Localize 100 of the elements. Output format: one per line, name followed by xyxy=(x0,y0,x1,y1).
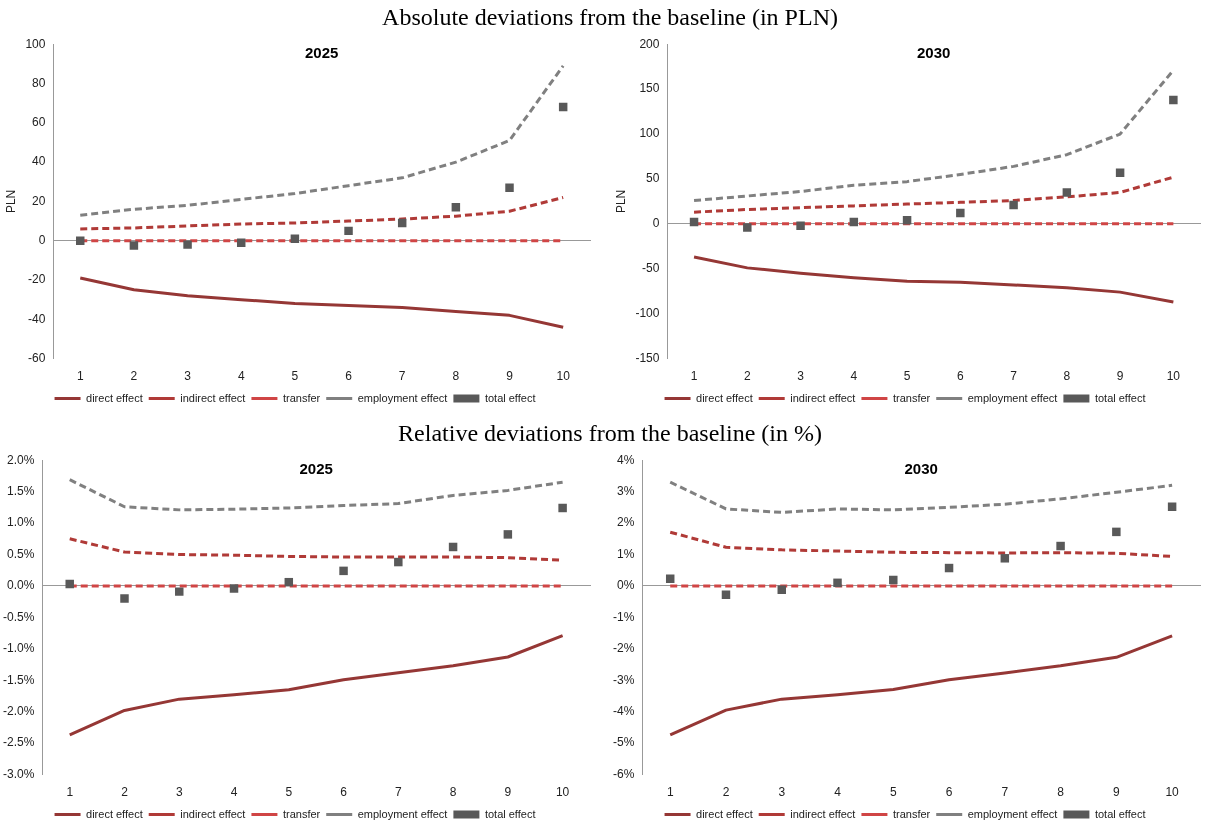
y-tick-label: -150 xyxy=(635,350,660,365)
point xyxy=(505,183,514,192)
x-tick-label: 6 xyxy=(340,785,348,800)
point xyxy=(1056,541,1065,551)
x-tick-label: 2 xyxy=(722,785,730,800)
y-tick-label: 150 xyxy=(639,81,660,96)
legend-label: indirect effect xyxy=(790,807,856,820)
y-tick-label: -50 xyxy=(642,261,660,276)
y-tick-label: -60 xyxy=(28,350,46,365)
point xyxy=(956,208,965,218)
x-tick-label: 2 xyxy=(121,785,129,800)
y-tick-label: -1.0% xyxy=(2,641,35,656)
x-tick-label: 7 xyxy=(1001,785,1009,800)
y-tick-label: 1.5% xyxy=(6,483,35,498)
x-tick-label: 2 xyxy=(130,369,138,384)
legend-label: employment effect xyxy=(357,391,448,404)
legend-label: indirect effect xyxy=(180,807,246,820)
y-tick-label: -5% xyxy=(613,735,635,750)
legend-label: transfer xyxy=(892,391,931,404)
y-tick-label: 0 xyxy=(652,216,660,231)
point xyxy=(290,234,300,243)
point xyxy=(183,240,192,249)
y-tick-label: -6% xyxy=(613,766,635,781)
point xyxy=(76,236,85,245)
legend-label: total effect xyxy=(484,807,536,820)
legend-label: employment effect xyxy=(967,391,1058,404)
x-tick-label: 4 xyxy=(850,369,858,384)
point xyxy=(777,585,786,594)
y-tick-label: -3% xyxy=(613,672,635,687)
point xyxy=(451,203,461,212)
y-tick-label: -2.0% xyxy=(2,704,35,719)
x-tick-label: 7 xyxy=(394,785,402,800)
x-tick-label: 10 xyxy=(556,369,571,384)
y-tick-label: -4% xyxy=(613,704,635,719)
x-tick-label: 5 xyxy=(291,369,299,384)
point xyxy=(129,241,139,250)
x-tick-label: 7 xyxy=(1010,369,1018,384)
x-tick-label: 5 xyxy=(903,369,911,384)
legend-label: total effect xyxy=(484,391,536,404)
y-tick-label: -2% xyxy=(613,641,635,656)
point xyxy=(665,574,675,583)
legend-label: direct effect xyxy=(696,807,753,820)
line-series xyxy=(68,478,565,512)
y-tick-label: 60 xyxy=(32,115,46,130)
x-tick-label: 4 xyxy=(237,369,245,384)
y-tick-label: 100 xyxy=(639,126,660,141)
x-tick-label: 7 xyxy=(398,369,406,384)
y-tick-label: 1.0% xyxy=(6,515,35,530)
line-series xyxy=(78,195,565,231)
legend-label: total effect xyxy=(1094,807,1146,820)
point xyxy=(120,594,129,603)
point xyxy=(236,238,246,247)
y-tick-label: 80 xyxy=(32,75,46,90)
point xyxy=(394,557,403,567)
y-tick-label: -1% xyxy=(613,609,635,624)
y-tick-label: 0 xyxy=(38,233,46,248)
y-tick-label: 0.5% xyxy=(6,546,35,561)
y-tick-label: 0% xyxy=(617,578,635,593)
x-tick-label: 9 xyxy=(506,369,514,384)
y-tick-label: 0.0% xyxy=(6,578,35,593)
line-series xyxy=(668,480,1174,514)
x-tick-label: 6 xyxy=(945,785,953,800)
point xyxy=(1112,527,1121,537)
legend-label: direct effect xyxy=(86,391,143,404)
point xyxy=(743,223,752,232)
point xyxy=(833,578,842,588)
x-tick-label: 10 xyxy=(1166,369,1181,384)
x-tick-label: 10 xyxy=(555,785,570,800)
x-tick-label: 3 xyxy=(797,369,805,384)
x-tick-label: 4 xyxy=(230,785,238,800)
y-tick-label: 3% xyxy=(617,483,635,498)
legend-label: indirect effect xyxy=(790,391,856,404)
y-tick-label: 4% xyxy=(617,452,635,467)
legend-label: transfer xyxy=(282,807,321,820)
point xyxy=(1167,502,1177,511)
point xyxy=(1115,168,1125,177)
point xyxy=(175,587,184,596)
x-tick-label: 4 xyxy=(834,785,842,800)
point xyxy=(344,226,353,236)
point xyxy=(1000,554,1010,563)
x-tick-label: 9 xyxy=(1113,785,1121,800)
x-tick-label: 1 xyxy=(690,369,698,384)
legend-label: total effect xyxy=(1094,391,1146,404)
y-tick-label: 50 xyxy=(646,171,660,186)
point xyxy=(558,503,567,513)
x-tick-label: 1 xyxy=(66,785,74,800)
chart-title: 2025 xyxy=(299,459,333,477)
x-tick-label: 5 xyxy=(889,785,897,800)
point xyxy=(1062,188,1072,197)
point xyxy=(339,566,348,576)
x-tick-label: 3 xyxy=(175,785,183,800)
y-tick-label: 20 xyxy=(32,193,46,208)
x-tick-label: 10 xyxy=(1165,785,1180,800)
y-tick-label: 2.0% xyxy=(6,452,35,467)
x-tick-label: 6 xyxy=(345,369,353,384)
chart-title: 2025 xyxy=(305,43,339,61)
y-tick-label: 1% xyxy=(617,546,635,561)
y-tick-label: 200 xyxy=(639,36,660,51)
y-tick-label: 2% xyxy=(617,515,635,530)
point xyxy=(65,579,74,589)
